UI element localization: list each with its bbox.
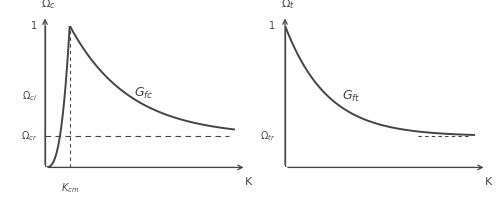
Text: $\Omega_{cr}$: $\Omega_{cr}$ [21, 129, 38, 143]
Text: 1: 1 [270, 21, 276, 31]
Text: $\Omega_{tr}$: $\Omega_{tr}$ [260, 129, 276, 143]
Text: $\Omega_t$: $\Omega_t$ [281, 0, 295, 11]
Text: $K_{cm}$: $K_{cm}$ [60, 182, 79, 195]
Text: K: K [484, 177, 492, 187]
Text: $G_{ft}$: $G_{ft}$ [342, 89, 360, 104]
Text: $G_{fc}$: $G_{fc}$ [134, 86, 154, 101]
Text: K: K [244, 177, 252, 187]
Text: $\Omega_c$: $\Omega_c$ [41, 0, 56, 11]
Text: $\Omega_{ci}$: $\Omega_{ci}$ [22, 90, 38, 103]
Text: 1: 1 [32, 21, 38, 31]
